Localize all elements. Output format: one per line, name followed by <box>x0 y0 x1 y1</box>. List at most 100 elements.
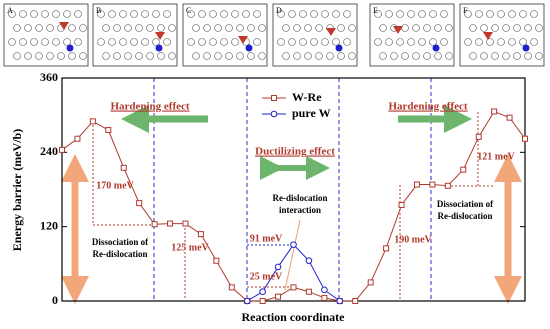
atom <box>63 38 71 46</box>
atom <box>343 38 351 46</box>
atom <box>247 24 255 32</box>
atom <box>225 24 233 32</box>
atom <box>108 38 116 46</box>
point <box>228 284 235 291</box>
atom <box>220 10 228 18</box>
point <box>367 279 374 286</box>
atom <box>152 38 160 46</box>
atom <box>508 38 516 46</box>
atom <box>113 52 121 60</box>
atom <box>304 24 312 32</box>
atom <box>434 24 442 32</box>
atom <box>396 10 404 18</box>
panel <box>272 3 358 67</box>
atom <box>203 24 211 32</box>
atom <box>407 10 415 18</box>
atom <box>530 10 538 18</box>
atom <box>108 10 116 18</box>
atom <box>209 38 217 46</box>
atom <box>464 10 472 18</box>
atom <box>379 24 387 32</box>
atom <box>407 38 415 46</box>
atom <box>332 38 340 46</box>
atom <box>418 38 426 46</box>
dislocation <box>326 28 336 36</box>
point <box>460 166 467 173</box>
atom <box>141 10 149 18</box>
atom <box>35 52 43 60</box>
dislocation <box>238 36 248 44</box>
atom <box>97 38 105 46</box>
atom <box>258 52 266 60</box>
atom <box>141 38 149 46</box>
atom <box>198 10 206 18</box>
atom <box>348 52 356 60</box>
y-tick-label: 120 <box>40 218 58 232</box>
point <box>243 297 251 305</box>
panel-label: D <box>276 6 282 15</box>
atom <box>519 38 527 46</box>
atom <box>13 24 21 32</box>
atom <box>41 38 49 46</box>
atom <box>225 52 233 60</box>
atom <box>282 24 290 32</box>
atom <box>497 38 505 46</box>
dislocation <box>393 26 403 34</box>
atom <box>192 24 200 32</box>
atom <box>135 24 143 32</box>
panel-label: C <box>186 6 191 15</box>
solute <box>522 44 530 52</box>
atom <box>258 24 266 32</box>
point <box>290 284 297 291</box>
atom <box>486 38 494 46</box>
atom <box>30 10 38 18</box>
atom <box>530 38 538 46</box>
atom <box>321 38 329 46</box>
panel <box>3 3 89 67</box>
atom <box>168 52 176 60</box>
atom <box>102 52 110 60</box>
atom <box>231 10 239 18</box>
point <box>89 118 96 125</box>
atom <box>46 24 54 32</box>
atom <box>288 10 296 18</box>
panel <box>459 3 545 67</box>
atom <box>390 52 398 60</box>
atom <box>396 38 404 46</box>
solute <box>155 44 163 52</box>
atom <box>203 52 211 60</box>
atom <box>337 24 345 32</box>
point <box>305 257 313 265</box>
atom <box>385 10 393 18</box>
annotation: Re-dislocation <box>93 249 148 259</box>
atom <box>41 10 49 18</box>
legend-label: W-Re <box>292 90 322 104</box>
atom <box>124 24 132 32</box>
atom <box>24 24 32 32</box>
atom <box>513 24 521 32</box>
point <box>444 182 451 189</box>
atom <box>68 52 76 60</box>
y-tick-label: 240 <box>40 144 58 158</box>
atom <box>502 24 510 32</box>
atom <box>535 52 543 60</box>
atom <box>348 24 356 32</box>
atom <box>513 52 521 60</box>
atom <box>220 38 228 46</box>
point <box>213 257 220 264</box>
panel-label: F <box>463 6 468 15</box>
atom <box>434 52 442 60</box>
atom <box>214 52 222 60</box>
point <box>305 288 312 295</box>
point <box>59 146 65 153</box>
atom <box>231 38 239 46</box>
atom <box>79 24 87 32</box>
atom <box>35 24 43 32</box>
solute <box>245 44 253 52</box>
atom <box>236 52 244 60</box>
atom <box>198 38 206 46</box>
atom <box>469 24 477 32</box>
solute <box>335 44 343 52</box>
atom <box>168 24 176 32</box>
atom <box>52 10 60 18</box>
